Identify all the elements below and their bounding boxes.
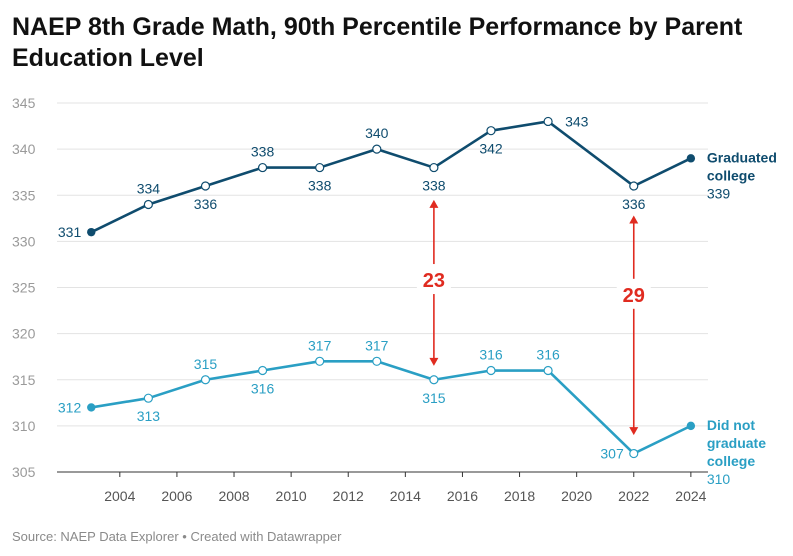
data-point bbox=[686, 154, 696, 163]
data-label: 340 bbox=[365, 125, 389, 141]
data-label: 312 bbox=[58, 399, 82, 415]
data-point bbox=[200, 375, 211, 385]
data-label: 338 bbox=[308, 178, 332, 194]
y-axis-tick-labels: 305 310 315 320 325 330 335 340 345 bbox=[12, 95, 36, 480]
gap-label-background bbox=[616, 278, 651, 309]
y-tick-label: 310 bbox=[12, 418, 36, 434]
data-label: 317 bbox=[365, 337, 389, 353]
data-point bbox=[429, 162, 439, 173]
chart-title: NAEP 8th Grade Math, 90th Percentile Per… bbox=[12, 13, 743, 72]
y-tick-label: 340 bbox=[12, 141, 36, 157]
gap-label-background bbox=[416, 264, 451, 295]
data-point bbox=[686, 421, 696, 431]
series-line bbox=[89, 359, 693, 455]
data-point bbox=[372, 144, 382, 154]
x-tick-label: 2006 bbox=[161, 488, 192, 504]
data-label: 313 bbox=[137, 408, 161, 424]
y-tick-label: 330 bbox=[12, 233, 36, 249]
data-label: 316 bbox=[479, 347, 503, 363]
gap-arrow-head-down bbox=[429, 357, 439, 366]
data-labels: 331 334 336 338 338 340 338 342 343 336 Graduated c… bbox=[58, 113, 777, 486]
series-name-label: Graduated bbox=[707, 149, 777, 165]
x-tick-label: 2010 bbox=[276, 488, 307, 504]
x-tick-label: 2022 bbox=[618, 488, 649, 504]
y-tick-label: 335 bbox=[12, 187, 36, 203]
x-tick-label: 2016 bbox=[447, 488, 478, 504]
data-label: 342 bbox=[479, 141, 503, 157]
series-line bbox=[89, 120, 693, 234]
data-label: 336 bbox=[622, 196, 646, 212]
data-label: 338 bbox=[422, 178, 446, 194]
gap-arrow-head-down bbox=[629, 427, 639, 436]
data-point bbox=[372, 356, 382, 366]
y-tick-label: 325 bbox=[12, 280, 36, 296]
gridlines bbox=[57, 102, 708, 427]
data-label: 317 bbox=[308, 337, 332, 353]
gap-arrow-head-up bbox=[629, 215, 639, 224]
data-label: 307 bbox=[600, 446, 624, 462]
data-point bbox=[143, 393, 153, 403]
series-name-label: Did not bbox=[707, 417, 756, 433]
data-label: 334 bbox=[137, 180, 161, 196]
x-tick-label: 2008 bbox=[218, 488, 249, 504]
data-label: 338 bbox=[251, 144, 275, 160]
x-axis: 2004 2006 2008 2010 2012 2014 2016 2018 2020 2022… bbox=[57, 471, 708, 504]
gap-annotations: 23 29 bbox=[416, 199, 651, 436]
data-label: 331 bbox=[58, 224, 82, 240]
x-tick-label: 2004 bbox=[104, 488, 135, 504]
series-lines bbox=[87, 116, 696, 459]
y-tick-label: 305 bbox=[12, 464, 36, 480]
data-label: 310 bbox=[707, 471, 731, 487]
x-tick-label: 2014 bbox=[390, 488, 421, 504]
data-label: 336 bbox=[194, 196, 218, 212]
data-point bbox=[143, 199, 153, 210]
data-point bbox=[629, 448, 639, 459]
y-tick-label: 315 bbox=[12, 372, 36, 388]
y-tick-label: 320 bbox=[12, 326, 36, 342]
source-note: Source: NAEP Data Explorer • Created wit… bbox=[12, 529, 342, 544]
series-name-label: graduate bbox=[707, 435, 766, 451]
data-label: 316 bbox=[536, 347, 560, 363]
data-point bbox=[200, 181, 211, 191]
data-label: 315 bbox=[422, 390, 446, 406]
data-point bbox=[87, 227, 96, 237]
x-tick-label: 2020 bbox=[561, 488, 592, 504]
gap-label: 23 bbox=[423, 270, 445, 292]
data-label: 315 bbox=[194, 356, 218, 372]
data-point bbox=[257, 365, 268, 376]
data-label: 343 bbox=[565, 113, 589, 129]
series-name-label: college bbox=[707, 453, 755, 469]
data-label: 316 bbox=[251, 381, 275, 397]
data-point bbox=[543, 365, 553, 376]
gap-arrow-head-up bbox=[429, 199, 439, 208]
data-point bbox=[257, 162, 268, 173]
gap-label: 29 bbox=[623, 285, 645, 307]
x-tick-label: 2024 bbox=[675, 488, 706, 504]
series-name-label: college bbox=[707, 167, 755, 183]
data-point bbox=[429, 375, 439, 385]
data-point bbox=[315, 356, 325, 366]
data-point bbox=[543, 116, 553, 127]
data-label: 339 bbox=[707, 185, 731, 201]
data-point bbox=[486, 126, 496, 136]
y-tick-label: 345 bbox=[12, 95, 36, 111]
x-tick-label: 2012 bbox=[333, 488, 364, 504]
x-tick-label: 2018 bbox=[504, 488, 535, 504]
data-point bbox=[486, 365, 496, 376]
data-point bbox=[315, 162, 325, 173]
data-point bbox=[87, 403, 96, 412]
data-point bbox=[629, 181, 639, 191]
